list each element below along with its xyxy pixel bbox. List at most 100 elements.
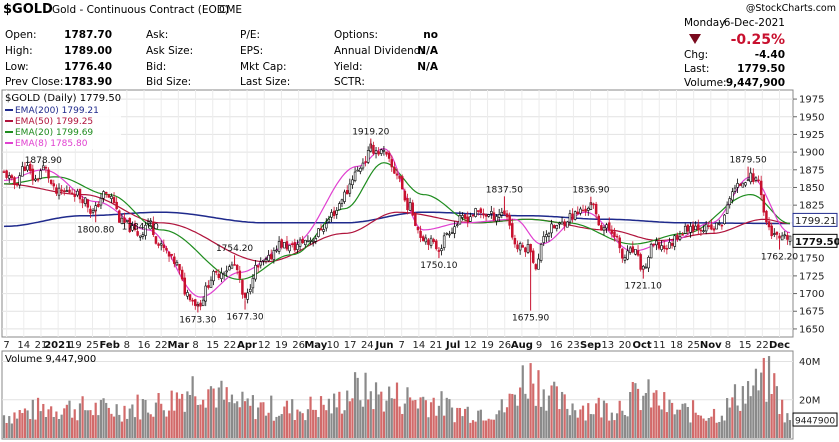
candle-body (427, 239, 430, 245)
volume-bar (579, 409, 582, 438)
candle-body (552, 225, 556, 229)
x-tick-label: 22 (756, 340, 769, 351)
candle-body (639, 254, 642, 270)
volume-bar (291, 399, 294, 438)
volume-bar (644, 393, 647, 438)
volume-bar (238, 407, 241, 438)
candle-body (597, 215, 600, 226)
candle-body (99, 198, 103, 206)
volume-bar (752, 385, 755, 438)
volume-bar (105, 402, 108, 438)
volume-bar (57, 418, 61, 438)
low-value: 1776.40 (64, 61, 112, 73)
volume-bar (728, 407, 731, 438)
candle-body (387, 152, 391, 159)
candle-body (152, 221, 155, 236)
candle-body (343, 191, 346, 202)
price-tag-box (792, 233, 838, 248)
eps-label: EPS: (240, 45, 263, 57)
volume-bar (65, 404, 68, 438)
x-tick-label: 11 (653, 340, 666, 351)
volume-bar (773, 373, 776, 438)
volume-bar (584, 420, 587, 438)
volume-bar (663, 392, 666, 438)
candle-body (243, 292, 247, 298)
volume-bar (464, 408, 467, 438)
sctr-label: SCTR: (334, 76, 365, 88)
candle-body (188, 294, 192, 301)
volume-bar (458, 407, 461, 438)
candle-body (309, 240, 312, 242)
volume-bar (424, 400, 427, 438)
x-tick-label: 14 (412, 340, 425, 351)
volume-bar (68, 400, 71, 438)
price-annotation: 1721.10 (625, 282, 662, 292)
volume-bar (631, 381, 634, 438)
candles (2, 138, 792, 313)
candle-body (125, 219, 129, 222)
volume-bar (665, 412, 668, 438)
y-tick-label: 1725 (799, 271, 824, 282)
volume-bar (592, 414, 595, 438)
last-value: 1779.50 (737, 63, 785, 75)
volume-bar (18, 410, 21, 438)
legend-entry: EMA(200) 1799.21 (15, 106, 99, 116)
candle-body (461, 215, 464, 218)
candle-body (340, 199, 344, 204)
volume-bar (298, 411, 302, 438)
y-tick-label: 1675 (799, 307, 824, 318)
volume-bar (416, 408, 420, 438)
candle-body (204, 285, 207, 302)
volume-bar (353, 372, 357, 438)
volume-bar (327, 398, 330, 438)
volume-bar (563, 394, 566, 438)
instrument-name: Gold - Continuous Contract (EOD) (52, 4, 229, 16)
volume-bar (254, 419, 257, 438)
ema200-line (3, 211, 790, 228)
candle-body (133, 223, 137, 231)
volume-bar (702, 418, 705, 438)
candle-body (167, 251, 171, 257)
volume-bar (681, 403, 684, 438)
candle-body (600, 225, 603, 231)
candle-body (534, 264, 538, 270)
ask-size-label: Ask Size: (146, 45, 193, 57)
candle-body (642, 265, 645, 270)
price-legend: $GOLD (Daily) 1779.50 EMA(200) 1799.21EM… (3, 91, 121, 149)
header-panel: $GOLD Gold - Continuous Contract (EOD) C… (3, 2, 836, 89)
volume-bar (684, 403, 687, 438)
volume-bar (233, 403, 236, 438)
candle-body (359, 167, 362, 172)
volume-bar (10, 423, 13, 438)
volume-bar (160, 403, 163, 438)
candle-body (780, 235, 784, 241)
candle-body (277, 241, 281, 252)
volume-bar (107, 407, 110, 438)
candle-body (786, 234, 789, 240)
candle-body (710, 224, 713, 230)
volume-bar (456, 407, 459, 438)
candle-body (613, 231, 616, 237)
x-tick-label: 23 (567, 340, 580, 351)
candle-body (607, 222, 611, 231)
candle-body (28, 164, 32, 171)
change-percent: -0.25% (731, 32, 785, 48)
volume-bar (181, 393, 184, 438)
volume-bar (767, 356, 771, 438)
candle-body (251, 277, 255, 289)
candle-body (154, 236, 158, 244)
volume-bar (521, 365, 524, 438)
pe-label: P/E: (240, 29, 260, 41)
candle-body (348, 183, 352, 194)
volume-bar (319, 396, 323, 438)
volume-bar (215, 407, 218, 438)
volume-bar (338, 391, 341, 438)
volume-bar (71, 417, 74, 438)
volume-bar (542, 389, 545, 438)
y-tick-label: 1850 (799, 183, 824, 194)
volume-bar (361, 406, 365, 438)
price-tags: 1799.21 1779.50 (792, 212, 839, 248)
candle-body (767, 221, 771, 228)
volume-bar (440, 391, 443, 438)
volume-bar (686, 406, 689, 438)
